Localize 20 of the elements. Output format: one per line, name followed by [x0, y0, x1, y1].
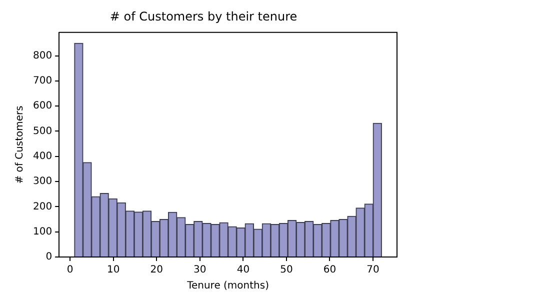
x-tick-label: 10 [107, 264, 120, 276]
y-tick-label: 200 [32, 201, 52, 212]
y-tick-label: 500 [32, 126, 52, 137]
x-tick-label: 50 [280, 264, 293, 276]
x-tick-label: 40 [236, 264, 250, 276]
x-tick-label: 70 [366, 264, 380, 276]
y-tick-label: 300 [32, 176, 52, 188]
x-axis-title: Tenure (months) [186, 280, 270, 292]
x-tick-label: 0 [66, 264, 74, 276]
y-tick-label: 100 [32, 226, 52, 238]
x-tick-label: 60 [323, 264, 336, 276]
y-tick-label: 600 [32, 100, 52, 112]
x-tick-label: 20 [150, 264, 164, 276]
y-tick-label: 800 [32, 50, 52, 62]
chart-title: # of Customers by their tenure [110, 9, 298, 24]
y-tick-label: 0 [46, 252, 52, 263]
y-tick-label: 700 [32, 76, 52, 87]
y-axis-title: # of Customers [14, 106, 26, 184]
y-tick-label: 400 [32, 150, 52, 162]
x-tick-label: 30 [194, 264, 206, 276]
